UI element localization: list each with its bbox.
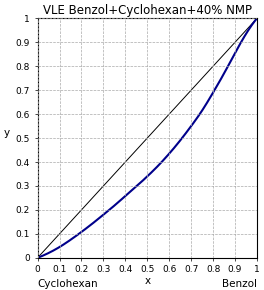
- X-axis label: x: x: [144, 276, 150, 286]
- Text: Cyclohexan: Cyclohexan: [37, 279, 98, 289]
- Title: VLE Benzol+Cyclohexan+40% NMP: VLE Benzol+Cyclohexan+40% NMP: [43, 4, 252, 17]
- Text: Benzol: Benzol: [222, 279, 257, 289]
- Y-axis label: y: y: [4, 128, 10, 138]
